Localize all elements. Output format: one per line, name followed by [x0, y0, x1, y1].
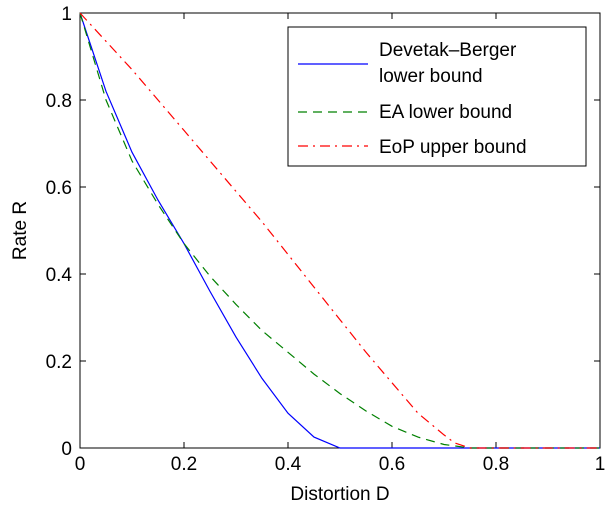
y-tick-label: 0.4	[46, 265, 73, 286]
legend-entries: Devetak–Berger lower bound EA lower bound E…	[298, 40, 527, 158]
y-tick-label: 0.8	[46, 91, 72, 112]
x-tick-label: 1	[595, 454, 605, 475]
x-tick-labels: 0 0.2 0.4 0.6 0.8 1	[75, 454, 605, 475]
series-line-2	[79, 12, 600, 449]
legend: Devetak–Berger lower bound EA lower bound E…	[287, 26, 587, 167]
x-tick-label: 0	[75, 454, 86, 475]
x-tick-label: 0.4	[275, 454, 302, 475]
x-axis-label: Distortion D	[290, 484, 389, 505]
legend-box	[287, 26, 587, 167]
y-tick-label: 1	[61, 4, 72, 25]
y-tick-label: 0.6	[46, 178, 72, 199]
x-tick-label: 0.2	[171, 454, 197, 475]
legend-label-2: EA lower bound	[379, 102, 512, 123]
legend-label-1: lower bound	[379, 66, 483, 87]
y-tick-labels: 0 0.2 0.4 0.6 0.8 1	[46, 4, 73, 460]
legend-label-3: EoP upper bound	[379, 137, 527, 158]
y-tick-label: 0.2	[46, 352, 72, 373]
x-tick-label: 0.6	[379, 454, 405, 475]
series-line-3	[79, 12, 600, 449]
series-group	[79, 12, 600, 449]
y-axis-label: Rate R	[10, 201, 31, 260]
x-tick-label: 0.8	[483, 454, 509, 475]
legend-label-1: Devetak–Berger	[379, 40, 517, 61]
ticks	[79, 12, 601, 449]
y-tick-label: 0	[61, 439, 72, 460]
